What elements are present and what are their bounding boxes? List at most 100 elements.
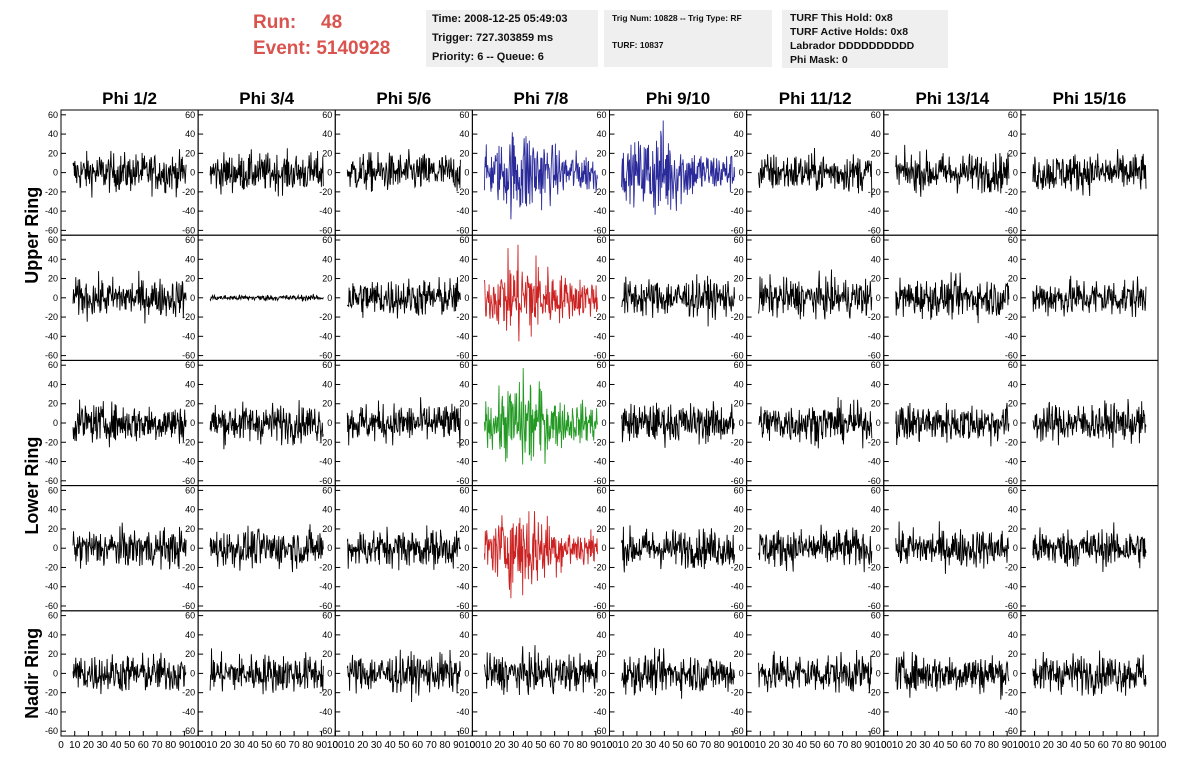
y-tick-label: 20 bbox=[48, 649, 58, 659]
y-tick-label: 60 bbox=[459, 611, 469, 621]
x-tick-label: 80 bbox=[165, 740, 177, 751]
waveform-trace bbox=[72, 399, 187, 448]
y-tick-label: 20 bbox=[734, 274, 744, 284]
y-tick-label: -20 bbox=[182, 312, 195, 322]
y-tick-label: 0 bbox=[327, 168, 332, 178]
y-tick-label: 20 bbox=[596, 524, 606, 534]
y-tick-label: 60 bbox=[734, 485, 744, 495]
waveform-trace bbox=[483, 244, 598, 342]
y-tick-label: 40 bbox=[1008, 254, 1018, 264]
y-tick-label: -20 bbox=[731, 688, 744, 698]
y-tick-label: -40 bbox=[319, 457, 332, 467]
priority-text: Priority: 6 -- Queue: 6 bbox=[432, 51, 544, 63]
y-tick-label: 60 bbox=[871, 611, 881, 621]
y-tick-label: -20 bbox=[456, 562, 469, 572]
y-tick-label: -60 bbox=[45, 601, 58, 611]
y-tick-label: 40 bbox=[871, 505, 881, 515]
y-tick-label: -20 bbox=[1005, 312, 1018, 322]
y-tick-label: 20 bbox=[459, 524, 469, 534]
y-tick-label: -20 bbox=[731, 187, 744, 197]
waveform-trace bbox=[758, 269, 873, 320]
y-tick-label: 0 bbox=[739, 293, 744, 303]
x-tick-label: 80 bbox=[1125, 740, 1137, 751]
y-tick-label: -20 bbox=[182, 688, 195, 698]
y-tick-label: -20 bbox=[319, 187, 332, 197]
y-tick-label: 60 bbox=[596, 360, 606, 370]
y-tick-label: 60 bbox=[1008, 611, 1018, 621]
x-tick-label: 100 bbox=[327, 740, 344, 751]
y-tick-label: 40 bbox=[48, 379, 58, 389]
y-tick-label: -60 bbox=[182, 351, 195, 361]
x-tick-label: 0 bbox=[58, 740, 64, 751]
y-tick-label: -60 bbox=[319, 726, 332, 736]
y-tick-label: -40 bbox=[868, 331, 881, 341]
y-tick-label: -60 bbox=[731, 601, 744, 611]
y-tick-label: 40 bbox=[185, 505, 195, 515]
y-tick-label: 20 bbox=[322, 274, 332, 284]
y-tick-label: 40 bbox=[596, 254, 606, 264]
run-event-block: Run: 48 Event: 5140928 bbox=[253, 10, 390, 62]
y-tick-label: -60 bbox=[45, 225, 58, 235]
x-tick-label: 80 bbox=[302, 740, 314, 751]
x-tick-label: 60 bbox=[412, 740, 424, 751]
waveform-trace bbox=[483, 368, 598, 465]
waveform-trace bbox=[209, 148, 324, 197]
y-tick-label: -40 bbox=[182, 707, 195, 717]
y-tick-label: 40 bbox=[459, 129, 469, 139]
y-tick-label: 60 bbox=[596, 110, 606, 120]
y-tick-label: 60 bbox=[322, 611, 332, 621]
x-tick-label: 90 bbox=[316, 740, 328, 751]
y-tick-label: 60 bbox=[734, 110, 744, 120]
y-tick-label: -20 bbox=[45, 437, 58, 447]
waveform-trace bbox=[895, 651, 1010, 700]
x-tick-label: 80 bbox=[988, 740, 1000, 751]
y-tick-label: 20 bbox=[1008, 524, 1018, 534]
x-tick-label: 20 bbox=[768, 740, 780, 751]
x-tick-label: 70 bbox=[974, 740, 986, 751]
y-tick-label: -20 bbox=[731, 437, 744, 447]
y-tick-label: 60 bbox=[871, 235, 881, 245]
trigger-text: Trigger: 727.303859 ms bbox=[432, 32, 554, 44]
y-tick-label: -60 bbox=[868, 726, 881, 736]
x-tick-label: 40 bbox=[522, 740, 534, 751]
waveform-trace bbox=[483, 132, 598, 220]
y-tick-label: -60 bbox=[45, 476, 58, 486]
waveform-trace bbox=[1032, 149, 1147, 197]
y-tick-label: 0 bbox=[53, 418, 58, 428]
y-tick-label: -40 bbox=[1005, 707, 1018, 717]
y-tick-label: 40 bbox=[48, 630, 58, 640]
y-tick-label: 20 bbox=[871, 649, 881, 659]
x-tick-label: 10 bbox=[1029, 740, 1041, 751]
panel-frame bbox=[609, 485, 748, 612]
y-tick-label: -60 bbox=[319, 476, 332, 486]
x-tick-label: 10 bbox=[343, 740, 355, 751]
y-tick-label: 40 bbox=[322, 129, 332, 139]
y-tick-label: -20 bbox=[593, 562, 606, 572]
waveform-trace bbox=[346, 525, 461, 571]
y-tick-label: -60 bbox=[1005, 476, 1018, 486]
y-tick-label: 0 bbox=[739, 668, 744, 678]
y-tick-label: 40 bbox=[1008, 379, 1018, 389]
y-tick-label: 40 bbox=[322, 630, 332, 640]
y-tick-label: 0 bbox=[1013, 668, 1018, 678]
y-tick-label: -40 bbox=[868, 582, 881, 592]
y-tick-label: 60 bbox=[871, 360, 881, 370]
y-tick-label: 40 bbox=[734, 379, 744, 389]
x-tick-label: 10 bbox=[755, 740, 767, 751]
x-tick-label: 60 bbox=[960, 740, 972, 751]
y-tick-label: 60 bbox=[185, 611, 195, 621]
y-tick-label: 40 bbox=[871, 254, 881, 264]
waveform-trace bbox=[1032, 522, 1147, 573]
column-header: Phi 1/2 bbox=[102, 89, 157, 108]
x-tick-label: 70 bbox=[151, 740, 163, 751]
y-tick-label: 40 bbox=[596, 379, 606, 389]
y-tick-label: -60 bbox=[1005, 601, 1018, 611]
x-tick-label: 90 bbox=[1002, 740, 1014, 751]
y-tick-label: 0 bbox=[601, 668, 606, 678]
waveform-trace bbox=[209, 293, 324, 302]
y-tick-label: -60 bbox=[456, 601, 469, 611]
y-tick-label: 0 bbox=[464, 168, 469, 178]
y-tick-label: 40 bbox=[734, 129, 744, 139]
waveform-trace bbox=[895, 144, 1010, 197]
run-label: Run: bbox=[253, 12, 297, 33]
